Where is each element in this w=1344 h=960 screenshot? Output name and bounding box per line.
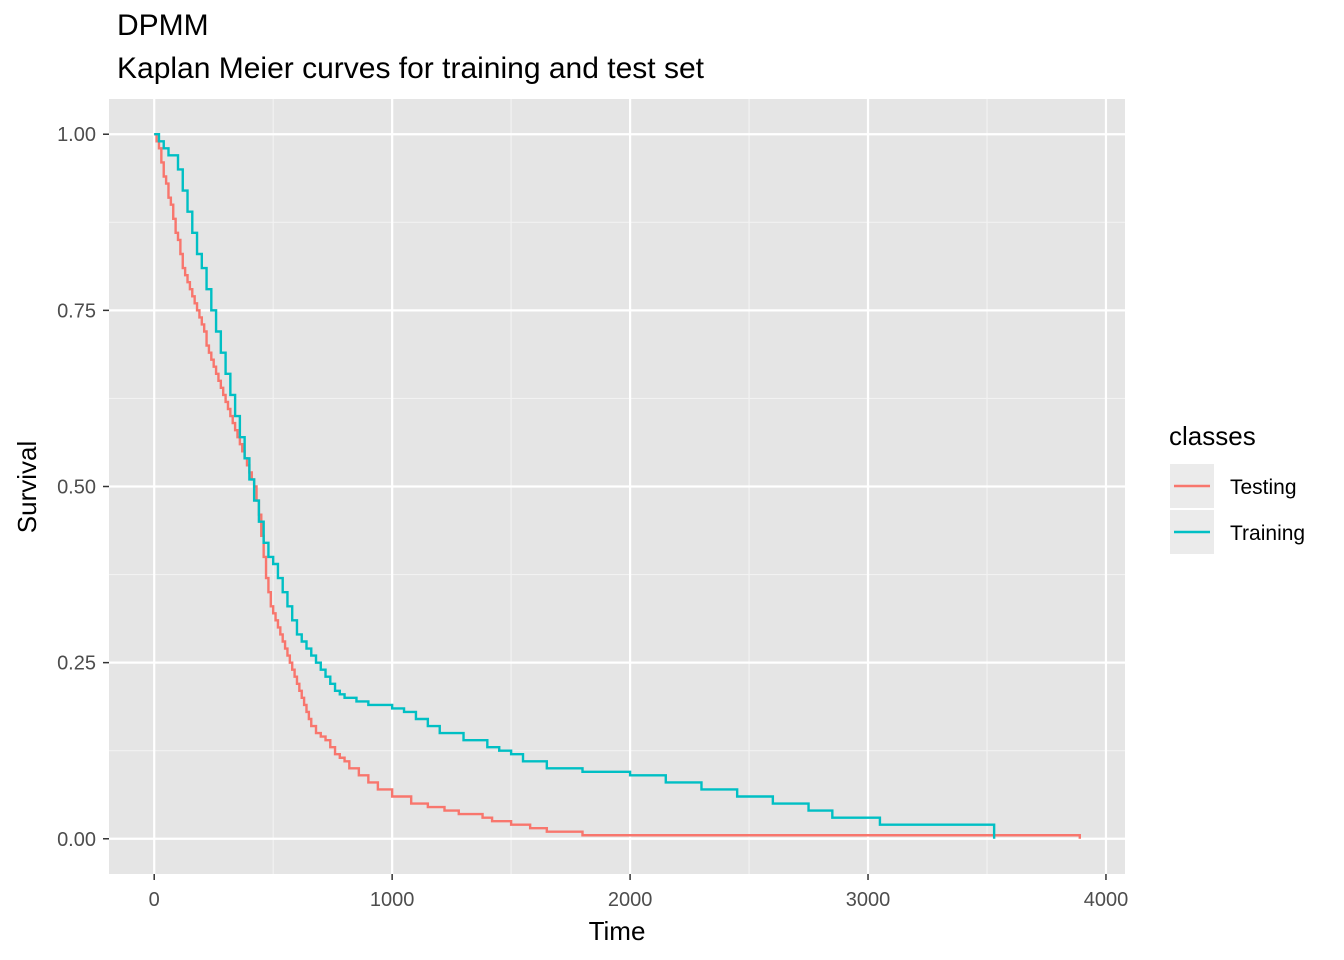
legend: classes Testing Training <box>1169 421 1305 554</box>
x-axis-title: Time <box>589 916 646 946</box>
series-line-training <box>154 133 996 839</box>
y-tick-label: 0.50 <box>57 477 96 499</box>
y-tick-label: 0.75 <box>57 300 96 322</box>
x-tick-label: 0 <box>149 889 160 911</box>
x-tick-label: 4000 <box>1084 889 1129 911</box>
y-tick-label: 0.00 <box>57 829 96 851</box>
y-tick-label: 0.25 <box>57 653 96 675</box>
legend-label-testing: Testing <box>1230 476 1297 499</box>
chart-title: DPMM <box>117 9 209 42</box>
y-tick-label: 1.00 <box>57 124 96 146</box>
x-tick-label: 1000 <box>370 889 415 911</box>
legend-title: classes <box>1169 421 1256 451</box>
y-axis-title: Survival <box>12 441 42 533</box>
x-tick-label: 2000 <box>608 889 653 911</box>
x-tick-label: 3000 <box>846 889 891 911</box>
chart-subtitle: Kaplan Meier curves for training and tes… <box>117 52 705 85</box>
legend-label-training: Training <box>1230 522 1305 545</box>
